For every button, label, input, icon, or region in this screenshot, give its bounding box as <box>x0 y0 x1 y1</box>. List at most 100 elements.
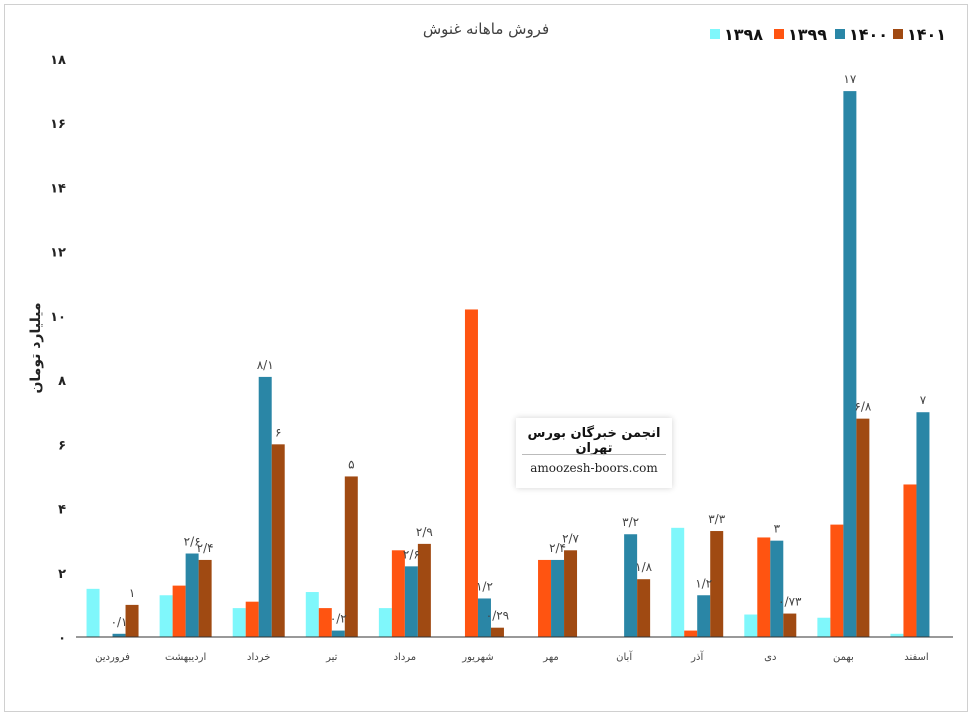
bar <box>916 412 930 637</box>
x-tick-label: بهمن <box>833 652 854 663</box>
watermark-title: انجمن خبرگان بورس تهران <box>527 426 661 456</box>
bar <box>404 566 418 637</box>
bar <box>305 592 319 637</box>
bar <box>232 608 246 637</box>
bar <box>378 608 392 637</box>
legend-label: ۱۴۰۱ <box>907 25 946 44</box>
data-label: ۰/۱ <box>111 615 128 629</box>
bar <box>258 376 272 637</box>
y-tick-label: ۱۲ <box>50 246 66 261</box>
watermark-url: amoozesh-boors.com <box>530 461 658 475</box>
bar <box>417 543 431 637</box>
data-label: ۵ <box>348 457 354 471</box>
data-label: ۶ <box>275 425 281 439</box>
data-label: ۲/۴ <box>549 541 566 555</box>
watermark-divider <box>522 454 666 455</box>
data-label: ۲/۷ <box>562 531 579 545</box>
data-label: ۲/۶ <box>403 547 420 561</box>
x-tick-label: مرداد <box>394 652 417 663</box>
y-tick-label: ۱۸ <box>50 53 66 68</box>
legend: ۱۳۹۸ ۱۳۹۹ ۱۴۰۰ ۱۴۰۱ <box>710 25 946 44</box>
y-tick-label: ۰ <box>58 631 66 646</box>
bar <box>624 534 638 637</box>
bar <box>159 595 173 637</box>
bar <box>538 559 552 637</box>
y-tick-label: ۱۰ <box>50 310 66 325</box>
legend-swatch <box>893 29 903 39</box>
bar <box>903 484 917 637</box>
bar <box>770 540 784 637</box>
legend-label: ۱۴۰۰ <box>849 25 888 44</box>
data-label: ۰/۲۹ <box>486 609 509 623</box>
data-labels: ۰/۱ ۲/۶ ۸/۱ ۰/۲ ۲/۶ ۱/۲ ۲/۴ ۳/۲ ۱/۲ ۳ ۱۷ ۷ ۱ ۲/۴ ۶ ۵ ۲/۹… <box>111 72 927 629</box>
x-tick-label: مهر <box>542 652 558 663</box>
bar <box>697 595 711 637</box>
chart-frame <box>4 4 968 712</box>
x-tick-label: دی <box>764 652 776 663</box>
y-tick-label: ۶ <box>58 438 66 453</box>
x-tick-label: آبان <box>616 650 633 663</box>
bar <box>198 559 212 637</box>
bar <box>783 613 797 637</box>
bar <box>744 614 758 637</box>
bar <box>564 550 578 637</box>
y-tick-label: ۴ <box>58 503 66 518</box>
y-tick-label: ۱۶ <box>50 117 66 132</box>
x-tick-label: خرداد <box>247 652 270 663</box>
legend-label: ۱۳۹۹ <box>788 25 827 44</box>
bar <box>757 537 771 637</box>
bar <box>890 633 904 637</box>
x-tick-label: فروردین <box>95 652 130 663</box>
watermark-box: انجمن خبرگان بورس تهران amoozesh-boors.c… <box>516 418 672 488</box>
data-label: ۶/۸ <box>854 400 871 414</box>
bar <box>830 524 844 637</box>
data-label: ۲/۴ <box>197 541 214 555</box>
data-label: ۰/۷۳ <box>778 595 802 609</box>
bar <box>125 604 139 637</box>
data-label: ۰/۲ <box>330 612 347 626</box>
bar <box>464 309 478 637</box>
data-label: ۳/۳ <box>708 512 725 526</box>
bar <box>637 579 651 637</box>
data-label: ۱/۸ <box>635 560 652 574</box>
legend-swatch <box>774 29 784 39</box>
bar <box>710 531 724 637</box>
bar <box>86 588 100 637</box>
y-tick-label: ۸ <box>58 374 66 389</box>
bar <box>817 617 831 637</box>
legend-swatch <box>710 29 720 39</box>
legend-label: ۱۳۹۸ <box>724 25 763 44</box>
data-label: ۱/۲ <box>476 579 493 593</box>
bar <box>684 630 698 637</box>
bar <box>671 527 685 637</box>
data-label: ۷ <box>920 393 927 407</box>
data-label: ۱۷ <box>843 72 856 86</box>
bar <box>112 633 126 637</box>
bar <box>843 91 857 638</box>
x-axis-ticks: فروردین اردیبهشت خرداد تیر مرداد شهریور مهر آبا… <box>95 650 929 663</box>
y-axis-ticks: ۰ ۲ ۴ ۶ ۸ ۱۰ ۱۲ ۱۴ ۱۶ ۱۸ <box>50 53 66 646</box>
chart-title: فروش ماهانه غنوش <box>423 20 549 38</box>
bar <box>490 627 504 637</box>
y-tick-label: ۱۴ <box>50 181 66 196</box>
bar <box>318 608 332 637</box>
legend-swatch <box>835 29 845 39</box>
bar <box>344 476 358 637</box>
x-tick-label: آذر <box>690 650 704 663</box>
x-tick-label: اسفند <box>904 652 928 663</box>
bar <box>245 601 259 637</box>
data-label: ۱/۲ <box>695 576 712 590</box>
data-label: ۳/۲ <box>622 515 639 529</box>
x-tick-label: تیر <box>325 652 338 663</box>
bar <box>856 418 870 637</box>
bar <box>477 598 491 637</box>
data-label: ۲/۹ <box>416 525 433 539</box>
bars <box>86 91 930 638</box>
bar <box>185 553 199 637</box>
y-tick-label: ۲ <box>58 567 66 582</box>
bar <box>271 444 285 637</box>
bar <box>551 559 565 637</box>
bar <box>391 550 405 637</box>
y-axis-label: میلیارد تومان <box>28 302 44 393</box>
